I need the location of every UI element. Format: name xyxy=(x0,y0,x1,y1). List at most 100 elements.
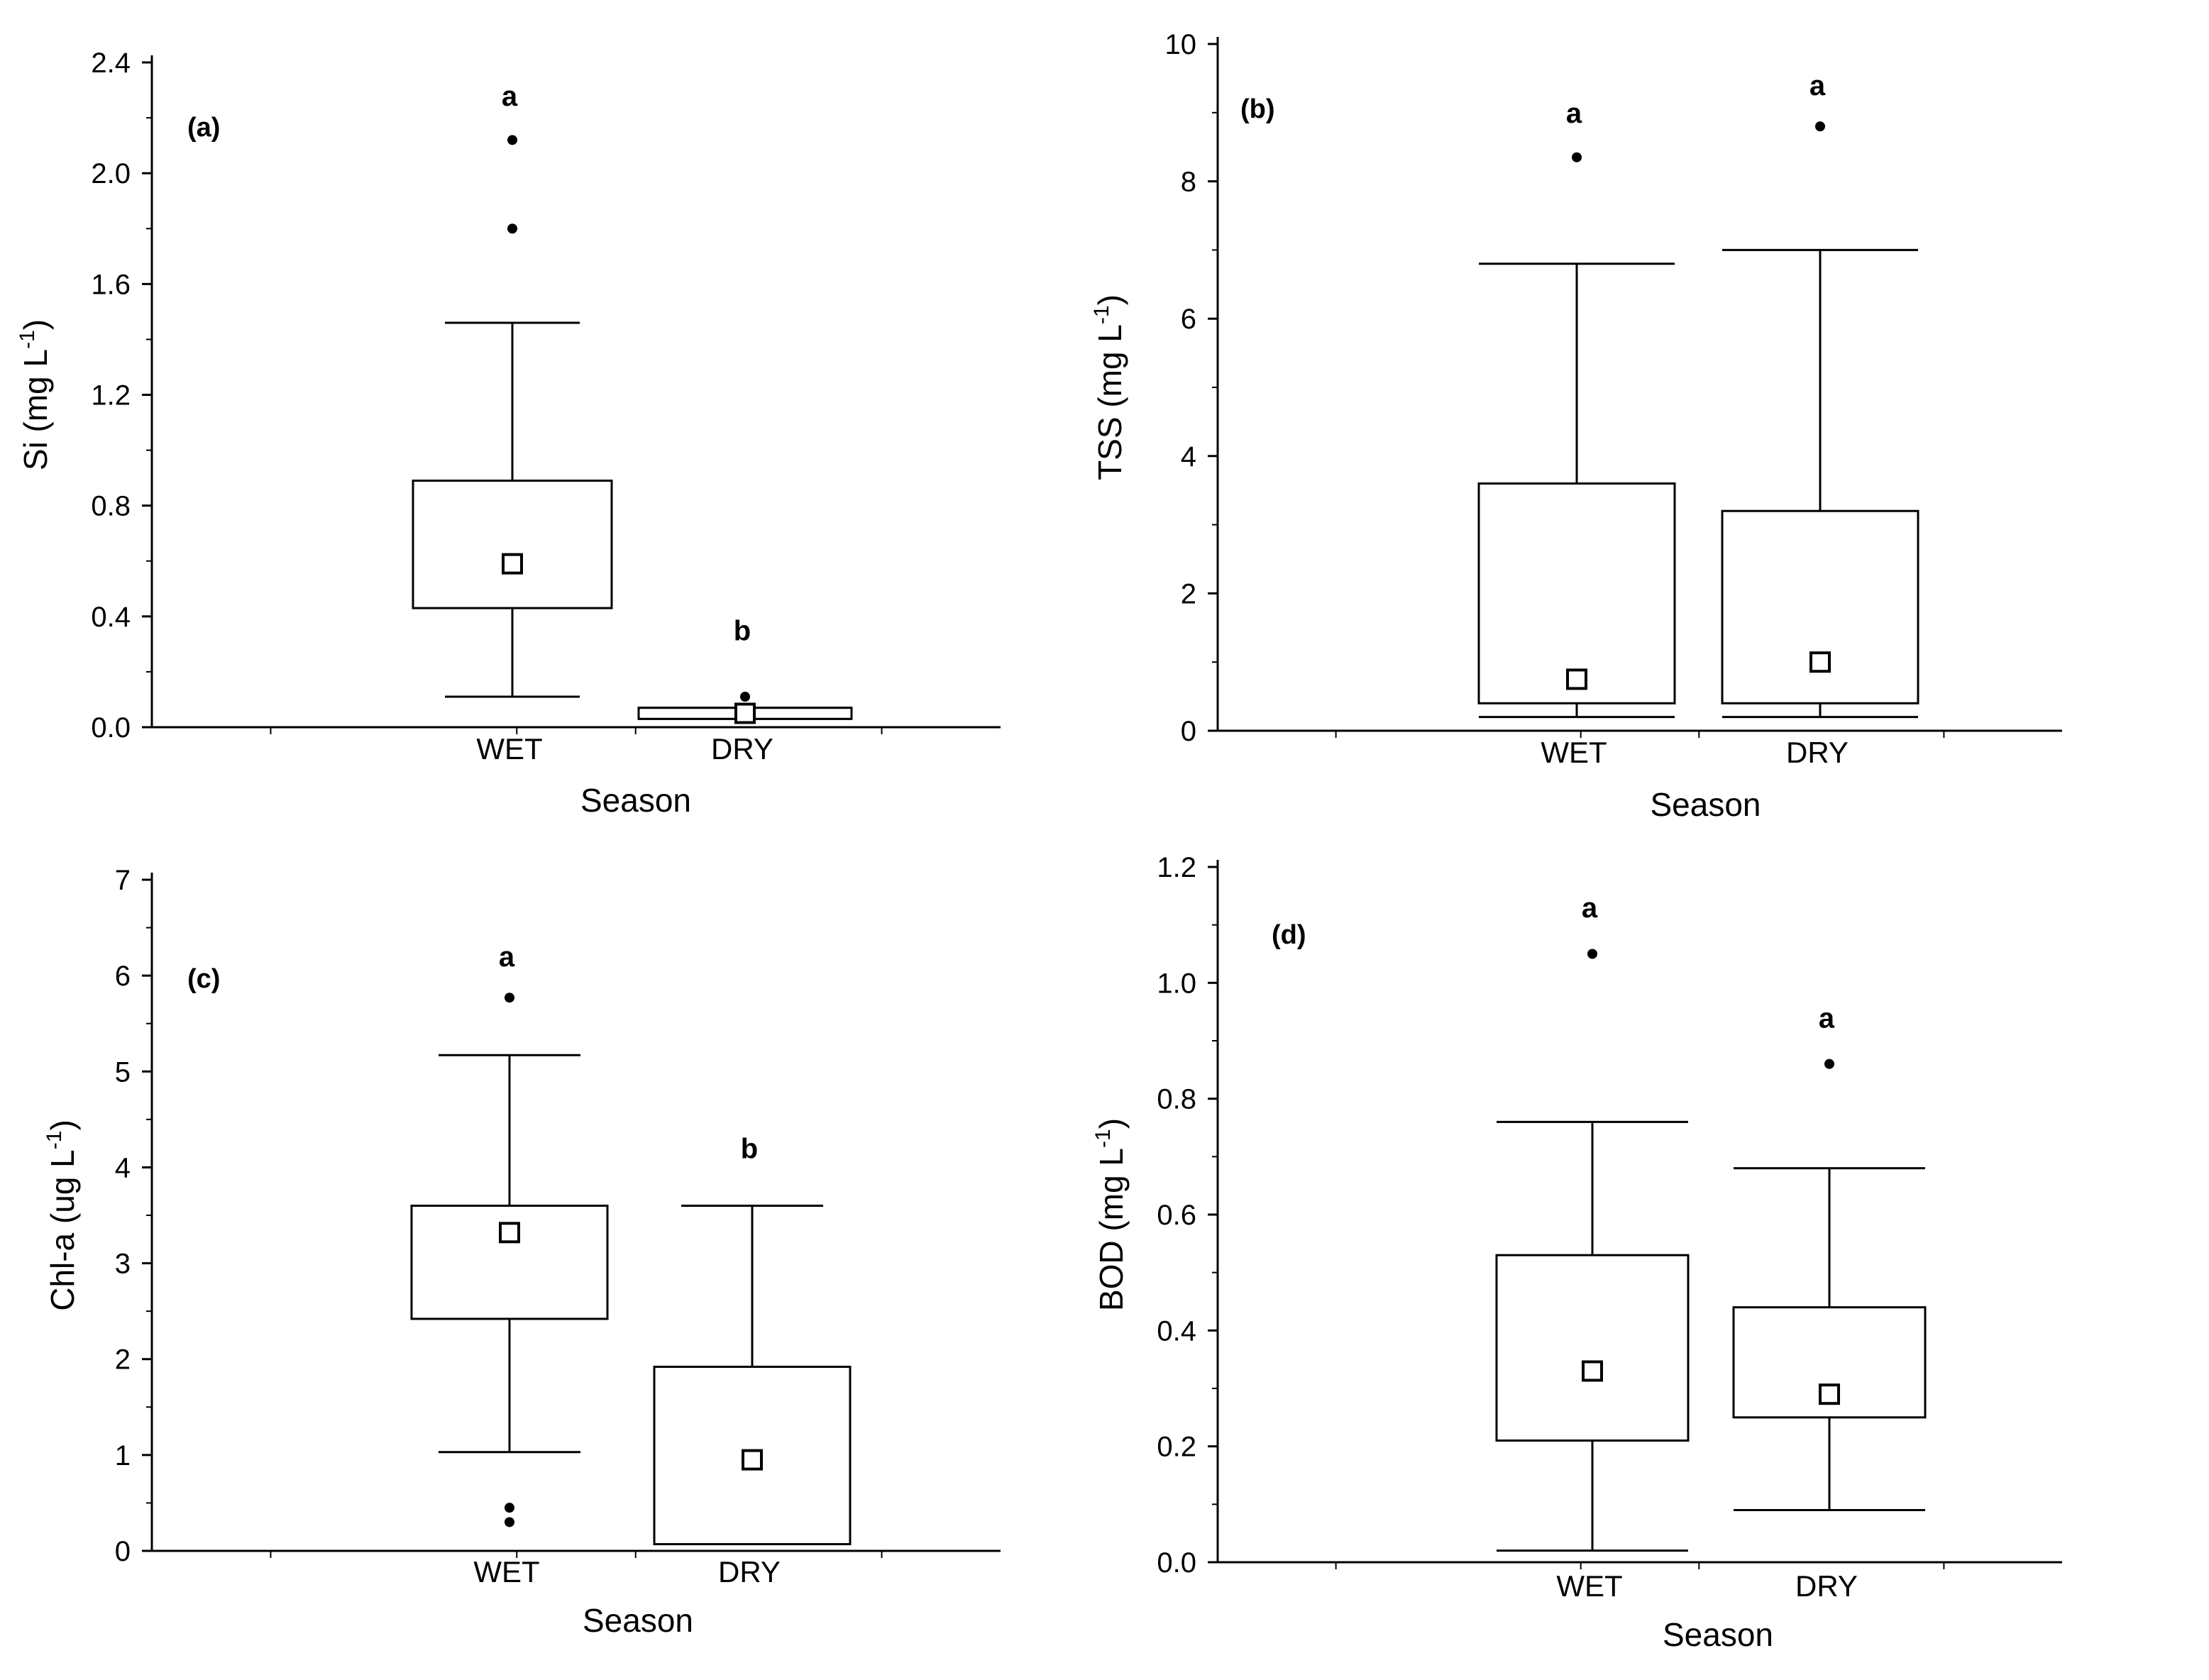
y-axis-title-text: Chl-a (ug L xyxy=(44,1149,81,1311)
y-tick-label: 0.4 xyxy=(1157,1315,1196,1347)
y-axis-title: Si (mg L-1) xyxy=(16,319,54,470)
significance-letter: a xyxy=(1819,1002,1835,1034)
iqr-box xyxy=(1477,482,1676,704)
median-marker xyxy=(1566,668,1587,690)
y-tick-label: 6 xyxy=(115,961,131,992)
panel-b: 0 2 4 6 8 10 a WET a DRY Season TSS (mg L-1) (b) xyxy=(1090,29,2062,823)
median-marker xyxy=(742,1449,763,1471)
category-label: DRY xyxy=(718,1555,781,1588)
panel-c: 0 1 2 3 4 5 6 7 a WET b DRY Season Chl-a (ug L-1) (c) xyxy=(43,865,1001,1639)
y-tick-label: 1.2 xyxy=(91,380,131,411)
x-axis-title: Season xyxy=(580,782,691,819)
median-marker xyxy=(1809,651,1831,673)
category-label: WET xyxy=(476,732,542,766)
outlier-point xyxy=(1815,121,1825,132)
box-wet: a xyxy=(1495,892,1690,1552)
x-axis-title: Season xyxy=(583,1602,693,1639)
y-tick-label: 3 xyxy=(115,1249,131,1280)
outlier-point xyxy=(1824,1059,1834,1069)
significance-letter: b xyxy=(734,615,751,646)
y-axis-title-superscript: -1 xyxy=(1091,1129,1115,1148)
category-label: WET xyxy=(1541,736,1607,769)
y-tick-label: 0 xyxy=(115,1536,131,1567)
y-axis-title-text: TSS (mg L xyxy=(1091,324,1128,480)
y-tick-label: 0.4 xyxy=(91,602,131,633)
panel-a: 0.0 0.4 0.8 1.2 1.6 2.0 2.4 a WET b DRY Season Si (m… xyxy=(16,48,1001,819)
y-axis-title-close: ) xyxy=(44,1120,81,1130)
y-axis-title-text: BOD (mg L xyxy=(1093,1148,1130,1311)
y-axis-title-superscript: -1 xyxy=(16,330,39,349)
median-marker xyxy=(499,1222,520,1244)
box-wet: a xyxy=(1477,98,1676,719)
significance-letter: a xyxy=(1582,892,1598,924)
y-axis-title-close: ) xyxy=(1091,294,1128,305)
outlier-point xyxy=(1587,949,1597,959)
y-axis-title: TSS (mg L-1) xyxy=(1090,294,1128,480)
significance-letter: a xyxy=(1566,98,1582,129)
category-label: WET xyxy=(1556,1569,1622,1603)
outlier-point xyxy=(507,135,517,145)
box-wet: a xyxy=(412,81,613,698)
y-tick-label: 0 xyxy=(1181,716,1196,747)
outlier-point xyxy=(505,993,514,1003)
median-marker xyxy=(734,702,756,724)
significance-letter: a xyxy=(502,81,518,112)
panel-label: (d) xyxy=(1272,920,1306,950)
y-tick-label: 0.8 xyxy=(91,491,131,522)
y-axis-title: Chl-a (ug L-1) xyxy=(43,1120,81,1311)
y-axis-title-superscript: -1 xyxy=(43,1131,66,1150)
y-tick-label: 0.0 xyxy=(1157,1547,1196,1579)
y-tick-label: 4 xyxy=(1181,441,1196,472)
y-tick-label: 1.0 xyxy=(1157,968,1196,999)
iqr-box xyxy=(412,480,613,609)
box-dry: b xyxy=(653,1133,852,1546)
y-tick-label: 5 xyxy=(115,1056,131,1088)
y-axis-title: BOD (mg L-1) xyxy=(1091,1118,1130,1311)
iqr-box xyxy=(1495,1254,1690,1442)
y-tick-label: 7 xyxy=(115,865,131,896)
outlier-point xyxy=(507,223,517,234)
y-axis-title-superscript: -1 xyxy=(1090,305,1113,324)
y-tick-label: 0.6 xyxy=(1157,1200,1196,1231)
y-tick-label: 2.0 xyxy=(91,158,131,189)
outlier-point xyxy=(505,1517,514,1527)
significance-letter: a xyxy=(1809,70,1826,101)
box-dry: a xyxy=(1721,70,1919,719)
y-tick-label: 0.2 xyxy=(1157,1432,1196,1463)
y-tick-label: 2.4 xyxy=(91,48,131,79)
y-tick-label: 2 xyxy=(115,1344,131,1376)
panel-label: (c) xyxy=(187,964,220,994)
y-tick-label: 1.2 xyxy=(1157,852,1196,883)
significance-letter: b xyxy=(741,1133,758,1164)
category-label: WET xyxy=(473,1555,539,1588)
y-tick-label: 10 xyxy=(1165,29,1197,60)
outlier-point xyxy=(1572,152,1582,162)
panel-label: (b) xyxy=(1240,94,1275,124)
category-label: DRY xyxy=(1795,1569,1858,1603)
y-tick-label: 0.0 xyxy=(91,712,131,744)
box-wet: a xyxy=(410,941,609,1527)
panel-label: (a) xyxy=(187,113,220,143)
median-marker xyxy=(502,553,523,575)
significance-letter: a xyxy=(499,941,515,973)
category-label: DRY xyxy=(1786,736,1849,769)
box-dry: a xyxy=(1732,1002,1927,1511)
y-tick-label: 1.6 xyxy=(91,269,131,300)
y-tick-label: 4 xyxy=(115,1152,131,1183)
category-label: DRY xyxy=(711,732,773,766)
y-axis-title-close: ) xyxy=(17,319,54,330)
median-marker xyxy=(1582,1360,1603,1382)
panel-d: 0.0 0.2 0.4 0.6 0.8 1.0 1.2 a WET a DRY Season BOD (… xyxy=(1091,852,2062,1653)
box-dry: b xyxy=(637,615,853,724)
y-tick-label: 0.8 xyxy=(1157,1084,1196,1115)
y-axis-title-close: ) xyxy=(1093,1118,1130,1129)
outlier-point xyxy=(740,692,750,702)
y-tick-label: 6 xyxy=(1181,304,1196,335)
outlier-point xyxy=(505,1503,514,1513)
y-tick-label: 2 xyxy=(1181,578,1196,609)
iqr-box xyxy=(1721,509,1919,704)
y-tick-label: 8 xyxy=(1181,167,1196,198)
x-axis-title: Season xyxy=(1650,786,1761,823)
